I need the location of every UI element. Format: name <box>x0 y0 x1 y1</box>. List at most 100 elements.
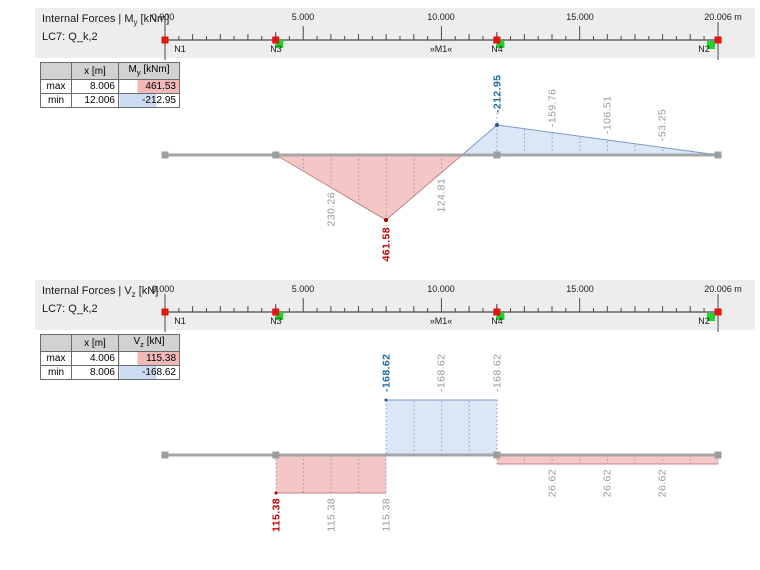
support-marker <box>707 41 716 49</box>
node-label: N4 <box>491 44 503 54</box>
x-column-header: x [m] <box>71 62 119 80</box>
min-x-value: 8.006 <box>71 365 119 380</box>
moment-max-label: 461.58 <box>381 227 393 262</box>
support-marker <box>496 312 505 320</box>
panel2-loadcase: LC7: Q_k,2 <box>42 303 98 316</box>
shear-max-label: 115.38 <box>271 498 283 532</box>
panel2-title: Internal Forces | Vz [kN] <box>42 285 159 300</box>
row-label: min <box>40 93 72 108</box>
ruler-tick-label: 5.000 <box>292 284 315 294</box>
node-marker <box>714 36 722 44</box>
member-node-square <box>272 151 280 159</box>
panel1-loadcase: LC7: Q_k,2 <box>42 31 98 44</box>
table-row: min 12.006 -212.95 <box>40 93 180 108</box>
shear-value-label: 115.38 <box>326 498 338 532</box>
node-marker <box>161 308 169 316</box>
ruler-tick-label: 10.000 <box>427 284 455 294</box>
support-marker <box>496 40 505 48</box>
moment-negative-region[interactable] <box>462 125 718 155</box>
node-label: N1 <box>174 316 186 326</box>
member-node-square <box>161 451 169 459</box>
support-marker <box>707 313 716 321</box>
max-x-value: 4.006 <box>71 351 119 366</box>
moment-value-label: -106.51 <box>602 96 614 134</box>
table-row: max 4.006 115.38 <box>40 351 180 366</box>
ruler-tick-label: 0.000 <box>152 12 175 22</box>
node-label: N3 <box>270 316 282 326</box>
shear-extremes-table: x [m] Vz [kN] max 4.006 115.38 min 8.006… <box>40 334 180 380</box>
node-marker <box>493 308 501 316</box>
node-marker <box>161 36 169 44</box>
moment-positive-region[interactable] <box>276 155 462 220</box>
row-label: max <box>40 351 72 366</box>
node-label: N1 <box>174 44 186 54</box>
moment-max-dot <box>384 218 388 222</box>
row-label: min <box>40 365 72 380</box>
shear-value-label: 26.62 <box>547 469 559 497</box>
moment-value-label: -159.76 <box>547 89 559 127</box>
node-marker <box>493 36 501 44</box>
panel2-header: Internal Forces | Vz [kN] LC7: Q_k,2 <box>42 284 158 316</box>
min-value: -212.95 <box>118 93 180 108</box>
ruler-tick-label: 15.000 <box>566 284 594 294</box>
panel-bands <box>35 8 755 330</box>
moment-value-label: 124.81 <box>436 178 448 213</box>
min-value: -168.62 <box>118 365 180 380</box>
member-node-square <box>161 151 169 159</box>
panel1-ruler-beam-hatch <box>161 22 722 220</box>
node-label: N3 <box>270 44 282 54</box>
max-x-value: 8.006 <box>71 79 119 94</box>
min-x-value: 12.006 <box>71 93 119 108</box>
moment-min-label: -212.95 <box>492 75 504 113</box>
text-layer: 0.000 5.000 10.000 15.000 20.006 m N1 N3… <box>152 12 742 532</box>
panel1-title: Internal Forces | My [kNm] <box>42 13 170 28</box>
panel1-header: Internal Forces | My [kNm] LC7: Q_k,2 <box>42 12 169 44</box>
shear-max-dot <box>274 491 278 495</box>
shear-min-dot <box>384 398 388 402</box>
node-marker <box>272 308 280 316</box>
shear-value-label: -168.62 <box>492 354 504 392</box>
panel1-header-band <box>35 8 755 58</box>
ruler-tick-label: 20.006 m <box>704 12 742 22</box>
ruler-tick-label: 5.000 <box>292 12 315 22</box>
node-label: N2 <box>698 44 710 54</box>
moment-value-label: -53.25 <box>657 109 669 141</box>
shear-negative-edges <box>385 400 498 455</box>
member-node-square <box>714 151 722 159</box>
max-value: 115.38 <box>118 351 180 366</box>
corner-cell <box>40 62 72 80</box>
extreme-markers <box>274 113 499 495</box>
support-marker <box>275 40 284 48</box>
support-marker <box>275 312 284 320</box>
shear-value-label: -168.62 <box>436 354 448 392</box>
node-label: N4 <box>491 316 503 326</box>
value-column-header: Vz [kN] <box>118 334 180 352</box>
ruler-tick-label: 20.006 m <box>704 284 742 294</box>
ruler-tick-label: 15.000 <box>566 12 594 22</box>
node-label: »M1« <box>430 316 453 326</box>
ruler-tick-label: 10.000 <box>427 12 455 22</box>
panel2-header-band <box>35 280 755 330</box>
row-label: max <box>40 79 72 94</box>
x-column-header: x [m] <box>71 334 119 352</box>
shear-value-label: 115.38 <box>381 498 393 532</box>
node-marker <box>272 36 280 44</box>
moment-value-label: 230.26 <box>326 192 338 227</box>
node-marker <box>714 308 722 316</box>
moment-min-dot <box>495 123 499 127</box>
corner-cell <box>40 334 72 352</box>
table-row: max 8.006 461.53 <box>40 79 180 94</box>
node-label: N2 <box>698 316 710 326</box>
shear-value-label: 26.62 <box>657 469 669 497</box>
ruler-tick-label: 0.000 <box>152 284 175 294</box>
value-column-header: My [kNm] <box>118 62 180 80</box>
shear-value-label: 26.62 <box>602 469 614 497</box>
table-row: min 8.006 -168.62 <box>40 365 180 380</box>
panel2-ruler-beam-hatch <box>161 294 722 493</box>
moment-extremes-table: x [m] My [kNm] max 8.006 461.53 min 12.0… <box>40 62 180 108</box>
shear-min-label: -168.62 <box>381 354 393 392</box>
max-value: 461.53 <box>118 79 180 94</box>
node-label: »M1« <box>430 44 453 54</box>
